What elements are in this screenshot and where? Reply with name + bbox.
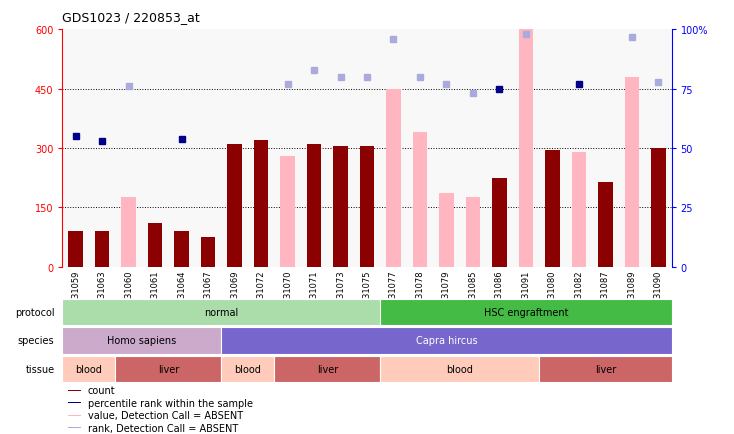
Bar: [222, 328, 672, 354]
Text: count: count: [88, 385, 115, 395]
Text: rank, Detection Call = ABSENT: rank, Detection Call = ABSENT: [88, 423, 239, 433]
Bar: [228, 145, 241, 267]
Bar: [625, 78, 639, 267]
Bar: [62, 356, 115, 382]
Text: percentile rank within the sample: percentile rank within the sample: [88, 398, 253, 408]
Bar: [222, 356, 275, 382]
Bar: [465, 198, 480, 267]
Bar: [254, 141, 269, 267]
Bar: [380, 299, 672, 326]
Text: normal: normal: [204, 308, 239, 317]
Text: blood: blood: [234, 364, 261, 374]
Bar: [307, 145, 321, 267]
Bar: [68, 427, 81, 428]
Bar: [174, 231, 189, 267]
Bar: [598, 182, 613, 267]
Bar: [545, 151, 560, 267]
Text: blood: blood: [76, 364, 102, 374]
Bar: [539, 356, 672, 382]
Bar: [148, 224, 162, 267]
Bar: [62, 299, 380, 326]
Bar: [572, 153, 586, 267]
Bar: [68, 390, 81, 391]
Text: value, Detection Call = ABSENT: value, Detection Call = ABSENT: [88, 410, 243, 420]
Bar: [360, 147, 374, 267]
Bar: [413, 133, 427, 267]
Bar: [68, 231, 83, 267]
Bar: [68, 402, 81, 403]
Text: tissue: tissue: [25, 364, 54, 374]
Bar: [201, 237, 215, 267]
Bar: [275, 356, 380, 382]
Text: liver: liver: [595, 364, 616, 374]
Bar: [95, 231, 109, 267]
Bar: [519, 30, 533, 267]
Text: species: species: [18, 336, 54, 345]
Text: GDS1023 / 220853_at: GDS1023 / 220853_at: [62, 11, 200, 24]
Bar: [386, 89, 401, 267]
Text: blood: blood: [446, 364, 473, 374]
Bar: [68, 415, 81, 416]
Bar: [493, 178, 506, 267]
Text: Capra hircus: Capra hircus: [415, 336, 477, 345]
Bar: [651, 148, 666, 267]
Bar: [62, 328, 222, 354]
Text: protocol: protocol: [15, 308, 54, 317]
Bar: [439, 194, 454, 267]
Bar: [380, 356, 539, 382]
Text: Homo sapiens: Homo sapiens: [107, 336, 176, 345]
Bar: [115, 356, 222, 382]
Bar: [280, 157, 295, 267]
Text: HSC engraftment: HSC engraftment: [484, 308, 568, 317]
Text: liver: liver: [316, 364, 338, 374]
Text: liver: liver: [158, 364, 179, 374]
Bar: [333, 147, 348, 267]
Bar: [121, 198, 136, 267]
